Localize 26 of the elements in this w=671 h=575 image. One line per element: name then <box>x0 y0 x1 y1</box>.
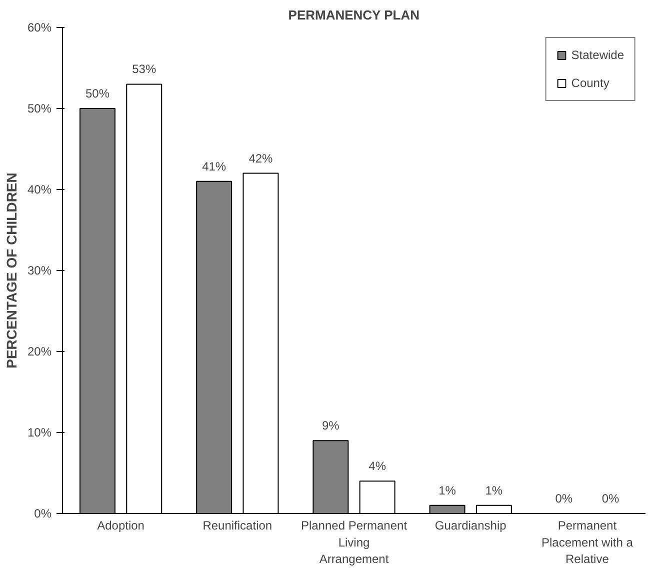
y-tick-label: 10% <box>27 426 52 440</box>
x-tick-label: Adoption <box>97 518 144 532</box>
data-label: 53% <box>132 62 156 76</box>
x-tick-label: Permanent Placement with a Relative <box>542 518 634 566</box>
legend-label: Statewide <box>571 48 624 62</box>
y-axis-title: PERCENTAGE OF CHILDREN <box>3 172 20 368</box>
y-tick-label: 30% <box>27 264 52 278</box>
data-label: 1% <box>485 483 503 498</box>
data-label: 0% <box>555 492 573 506</box>
data-label: 1% <box>438 483 456 498</box>
x-tick-label: Reunification <box>202 518 272 532</box>
y-tick-label: 50% <box>27 102 52 116</box>
x-tick-label: Guardianship <box>434 518 507 532</box>
data-label: 0% <box>602 492 620 506</box>
legend-label: County <box>571 76 610 90</box>
x-tick-label: Planned Permanent Living Arrangement <box>300 518 408 566</box>
chart-title: PERMANENCY PLAN <box>288 8 420 22</box>
y-tick-label: 40% <box>27 182 52 196</box>
data-label: 4% <box>368 459 386 474</box>
data-label: 41% <box>202 159 226 174</box>
y-tick-label: 0% <box>34 506 52 520</box>
data-label: 9% <box>322 418 340 433</box>
y-tick-label: 20% <box>27 344 52 358</box>
data-label: 42% <box>248 151 274 166</box>
data-label: 50% <box>85 86 110 100</box>
y-tick-label: 60% <box>27 20 52 34</box>
